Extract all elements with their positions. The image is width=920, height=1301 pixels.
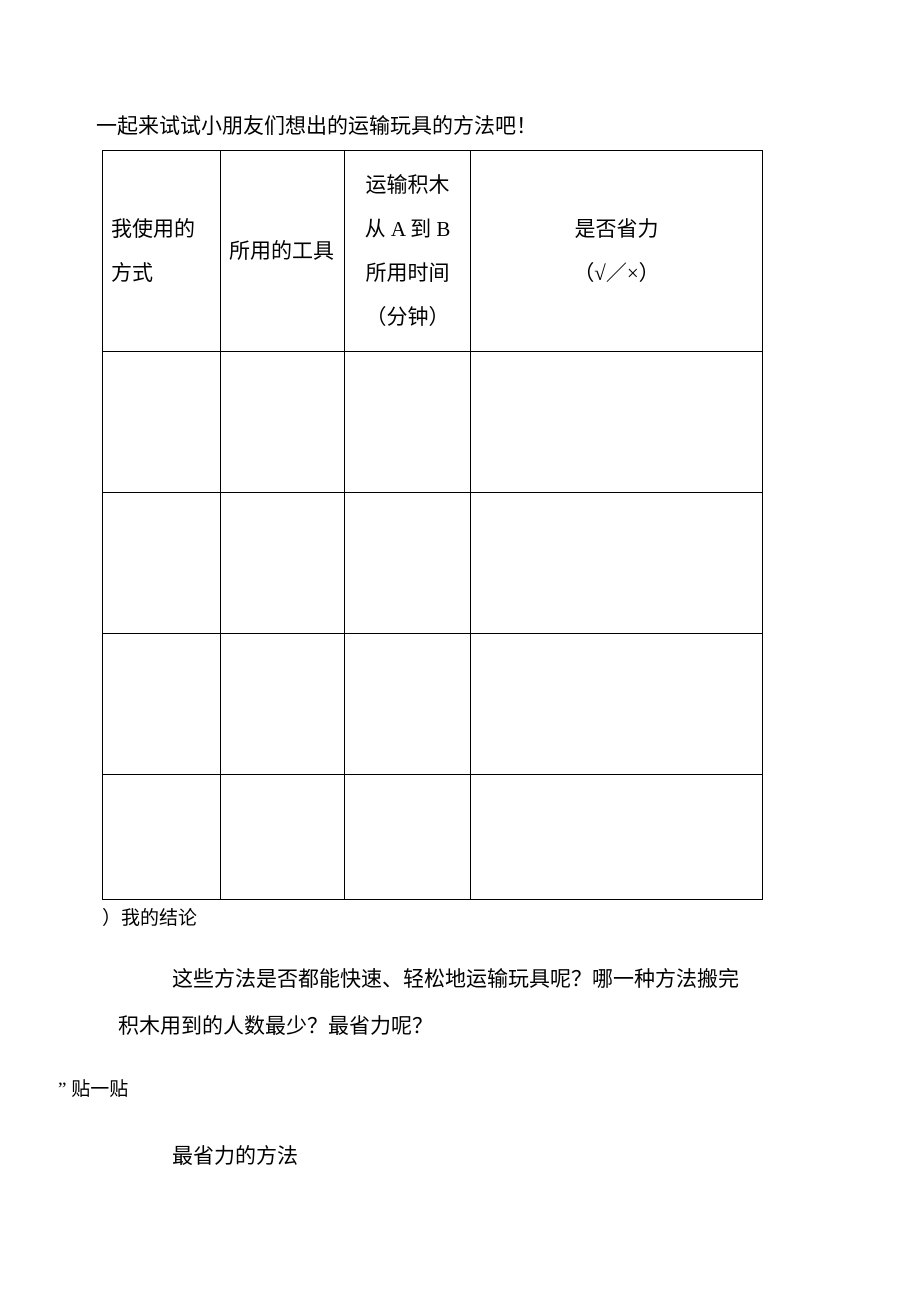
paste-label-text: 贴一贴 — [71, 1079, 128, 1100]
cell[interactable] — [471, 633, 763, 774]
table-row — [103, 492, 763, 633]
col-header-method-l2: 方式 — [111, 261, 153, 285]
worksheet-table: 我使用的 方式 所用的工具 运输积木 从 A 到 B 所用时间 （分钟） — [102, 150, 763, 900]
cell[interactable] — [471, 774, 763, 899]
cell[interactable] — [221, 351, 345, 492]
intro-text: 一起来试试小朋友们想出的运输玩具的方法吧！ — [96, 110, 824, 144]
col-header-method-l1: 我使用的 — [111, 217, 195, 241]
col-header-effort-l1: 是否省力 — [575, 217, 659, 241]
cell[interactable] — [345, 492, 471, 633]
body-question-line2: 积木用到的人数最少？最省力呢？ — [118, 1003, 824, 1049]
col-header-method: 我使用的 方式 — [103, 150, 221, 351]
cell[interactable] — [221, 633, 345, 774]
col-header-effort: 是否省力 （√／×） — [471, 150, 763, 351]
col-header-tool: 所用的工具 — [221, 150, 345, 351]
cell[interactable] — [345, 633, 471, 774]
cell[interactable] — [345, 351, 471, 492]
col-header-effort-l2: （√／×） — [573, 261, 659, 285]
table-row — [103, 351, 763, 492]
cell[interactable] — [221, 774, 345, 899]
col-header-time: 运输积木 从 A 到 B 所用时间 （分钟） — [345, 150, 471, 351]
col-header-tool-l1: 所用的工具 — [229, 239, 334, 263]
cell[interactable] — [103, 492, 221, 633]
table-row — [103, 633, 763, 774]
conclusion-label: ）我的结论 — [102, 904, 824, 934]
col-header-time-l2: 从 A 到 B — [365, 217, 451, 241]
table-header-row: 我使用的 方式 所用的工具 运输积木 从 A 到 B 所用时间 （分钟） — [103, 150, 763, 351]
body-question-line1: 这些方法是否都能快速、轻松地运输玩具呢？哪一种方法搬完 — [172, 956, 824, 1002]
cell[interactable] — [471, 492, 763, 633]
paste-section-label: ” 贴一贴 — [58, 1075, 824, 1105]
cell[interactable] — [103, 351, 221, 492]
cell[interactable] — [471, 351, 763, 492]
best-method-label: 最省力的方法 — [172, 1133, 824, 1179]
col-header-time-l1: 运输积木 — [366, 173, 450, 197]
col-header-time-l3: 所用时间 — [366, 261, 450, 285]
paste-prefix: ” — [58, 1079, 66, 1100]
table-row — [103, 774, 763, 899]
cell[interactable] — [103, 774, 221, 899]
cell[interactable] — [103, 633, 221, 774]
cell[interactable] — [345, 774, 471, 899]
cell[interactable] — [221, 492, 345, 633]
col-header-time-l4: （分钟） — [366, 305, 450, 329]
